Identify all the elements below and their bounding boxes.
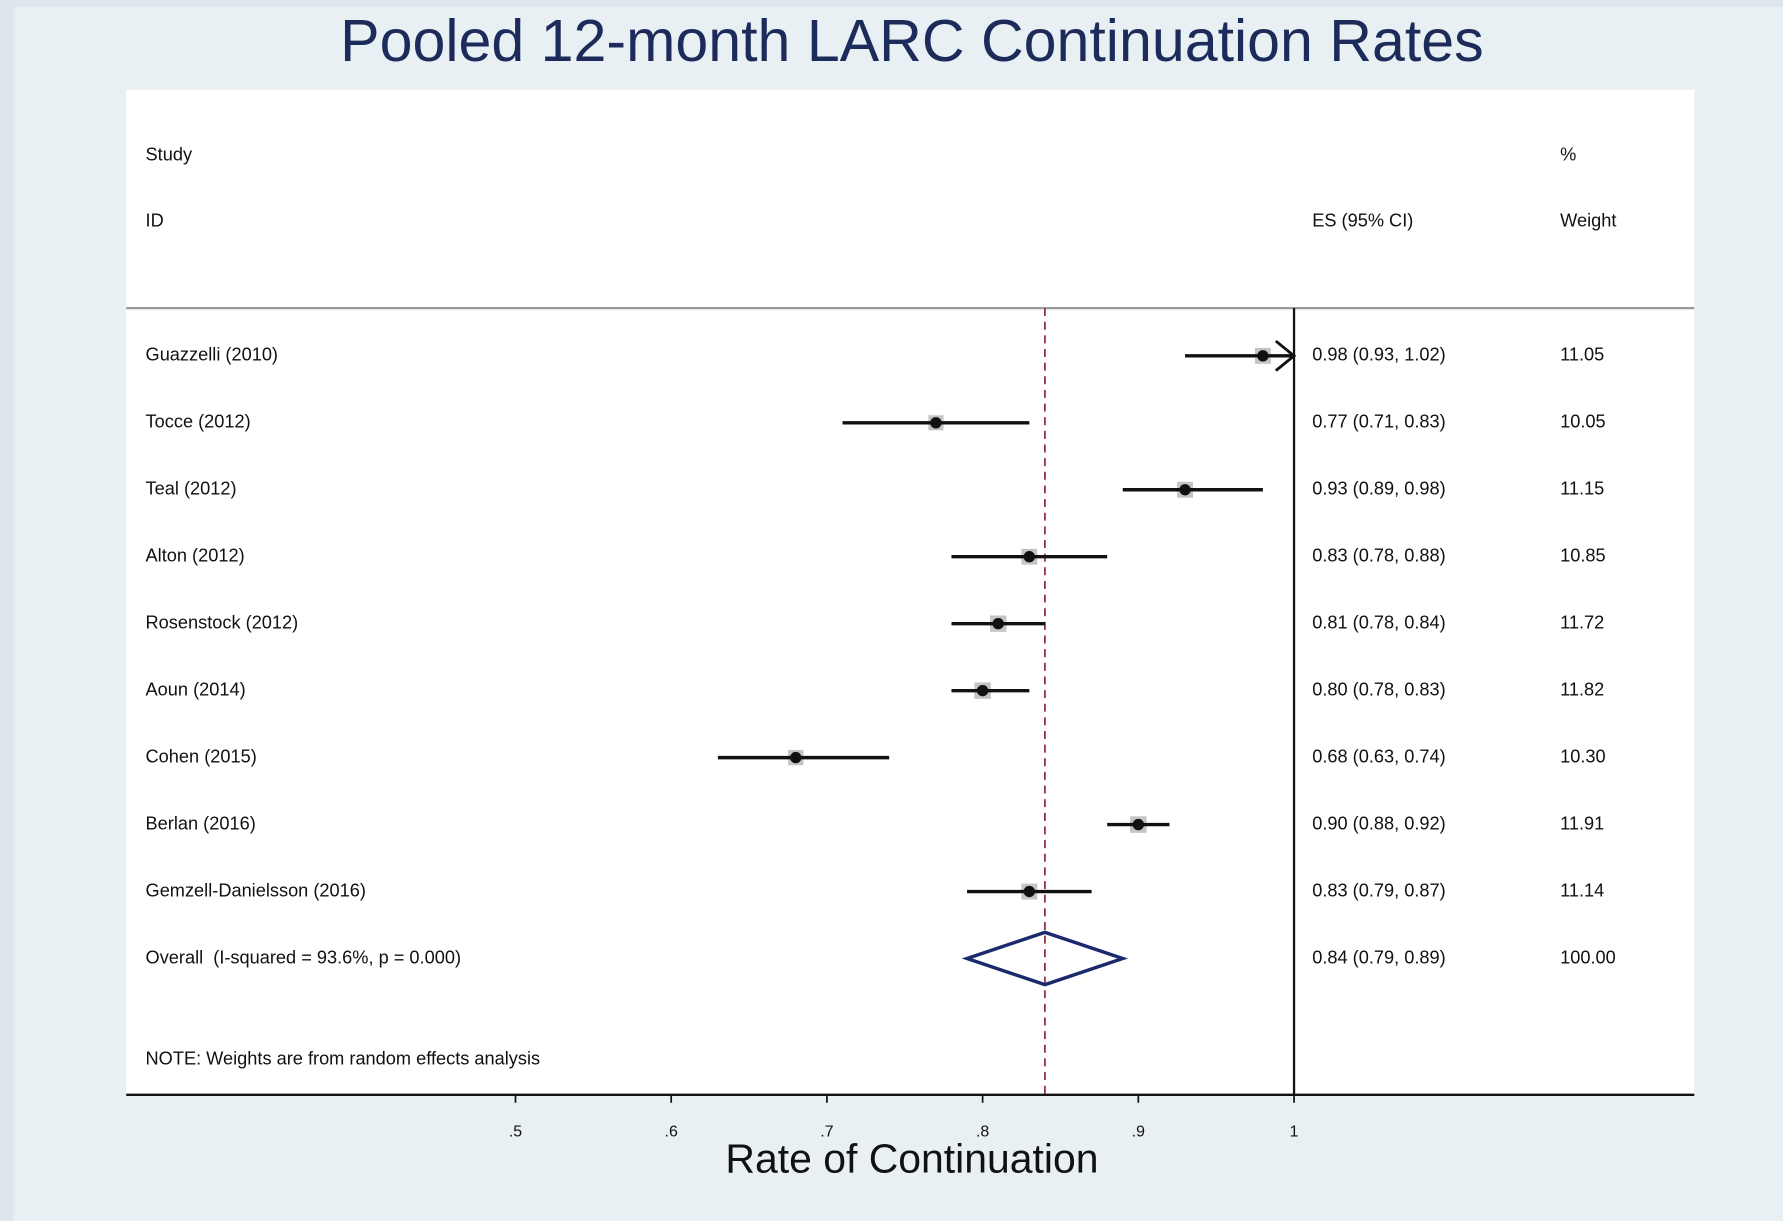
weight-label: 11.05 [1560, 345, 1604, 365]
x-tick-label: .9 [1132, 1124, 1145, 1141]
point-estimate [1132, 818, 1145, 831]
study-label: Tocce (2012) [146, 412, 251, 432]
x-tick-label: .5 [509, 1124, 522, 1141]
x-tick-label: .6 [665, 1124, 678, 1141]
weight-label: 10.30 [1560, 746, 1606, 766]
point-estimate [976, 684, 989, 697]
es-label: 0.93 (0.89, 0.98) [1312, 479, 1445, 499]
point-estimate [1257, 350, 1269, 362]
weight-label: 10.85 [1560, 546, 1606, 566]
x-tick-label: 1 [1290, 1124, 1299, 1141]
ci-arrow [1274, 339, 1297, 372]
point-estimate [992, 618, 1004, 630]
overall-diamond [961, 930, 1129, 987]
x-axis-label: Rate of Continuation [725, 1136, 1098, 1182]
weight-label: 11.91 [1560, 813, 1604, 833]
es-label: 0.90 (0.88, 0.92) [1312, 813, 1445, 833]
weight-label: 11.14 [1560, 880, 1604, 900]
es-label: 0.81 (0.78, 0.84) [1312, 613, 1445, 633]
study-label: Teal (2012) [146, 479, 237, 499]
es-label: 0.83 (0.78, 0.88) [1312, 546, 1445, 566]
header: Study [146, 145, 193, 165]
es-label: 0.77 (0.71, 0.83) [1312, 412, 1445, 432]
plot-region [126, 89, 1695, 1095]
study-label: Gemzell-Danielsson (2016) [146, 880, 366, 900]
x-tick-label: .7 [820, 1124, 833, 1141]
header: ID [146, 211, 164, 231]
es-label: 0.68 (0.63, 0.74) [1312, 746, 1445, 766]
point-estimate [1023, 551, 1036, 563]
weight-label: 11.15 [1560, 479, 1604, 499]
study-label: Rosenstock (2012) [146, 613, 299, 633]
weight-label: 11.82 [1560, 679, 1604, 699]
study-label: Cohen (2015) [146, 746, 257, 766]
x-tick-label: .8 [976, 1124, 989, 1141]
es-label: 0.80 (0.78, 0.83) [1312, 679, 1445, 699]
point-estimate [1179, 484, 1191, 496]
es-label: 0.83 (0.79, 0.87) [1312, 880, 1445, 900]
point-estimate [790, 751, 802, 764]
overall-label: Overall (I-squared = 93.6%, p = 0.000) [146, 947, 461, 967]
study-label: Berlan (2016) [146, 813, 256, 833]
es-label: 0.84 (0.79, 0.89) [1312, 947, 1445, 967]
point-estimate [930, 417, 942, 429]
point-estimate [1023, 885, 1036, 898]
header: Weight [1560, 211, 1616, 231]
study-label: Alton (2012) [146, 546, 245, 566]
study-label: Guazzelli (2010) [146, 345, 278, 365]
es-label: 0.98 (0.93, 1.02) [1312, 345, 1445, 365]
note: NOTE: Weights are from random effects an… [146, 1048, 541, 1068]
weight-label: 100.00 [1560, 947, 1616, 967]
weight-label: 11.72 [1560, 613, 1604, 633]
header: % [1560, 145, 1576, 165]
chart-title: Pooled 12-month LARC Continuation Rates [340, 7, 1484, 74]
weight-label: 10.05 [1560, 412, 1606, 432]
study-label: Aoun (2014) [146, 679, 246, 699]
header: ES (95% CI) [1312, 211, 1413, 231]
